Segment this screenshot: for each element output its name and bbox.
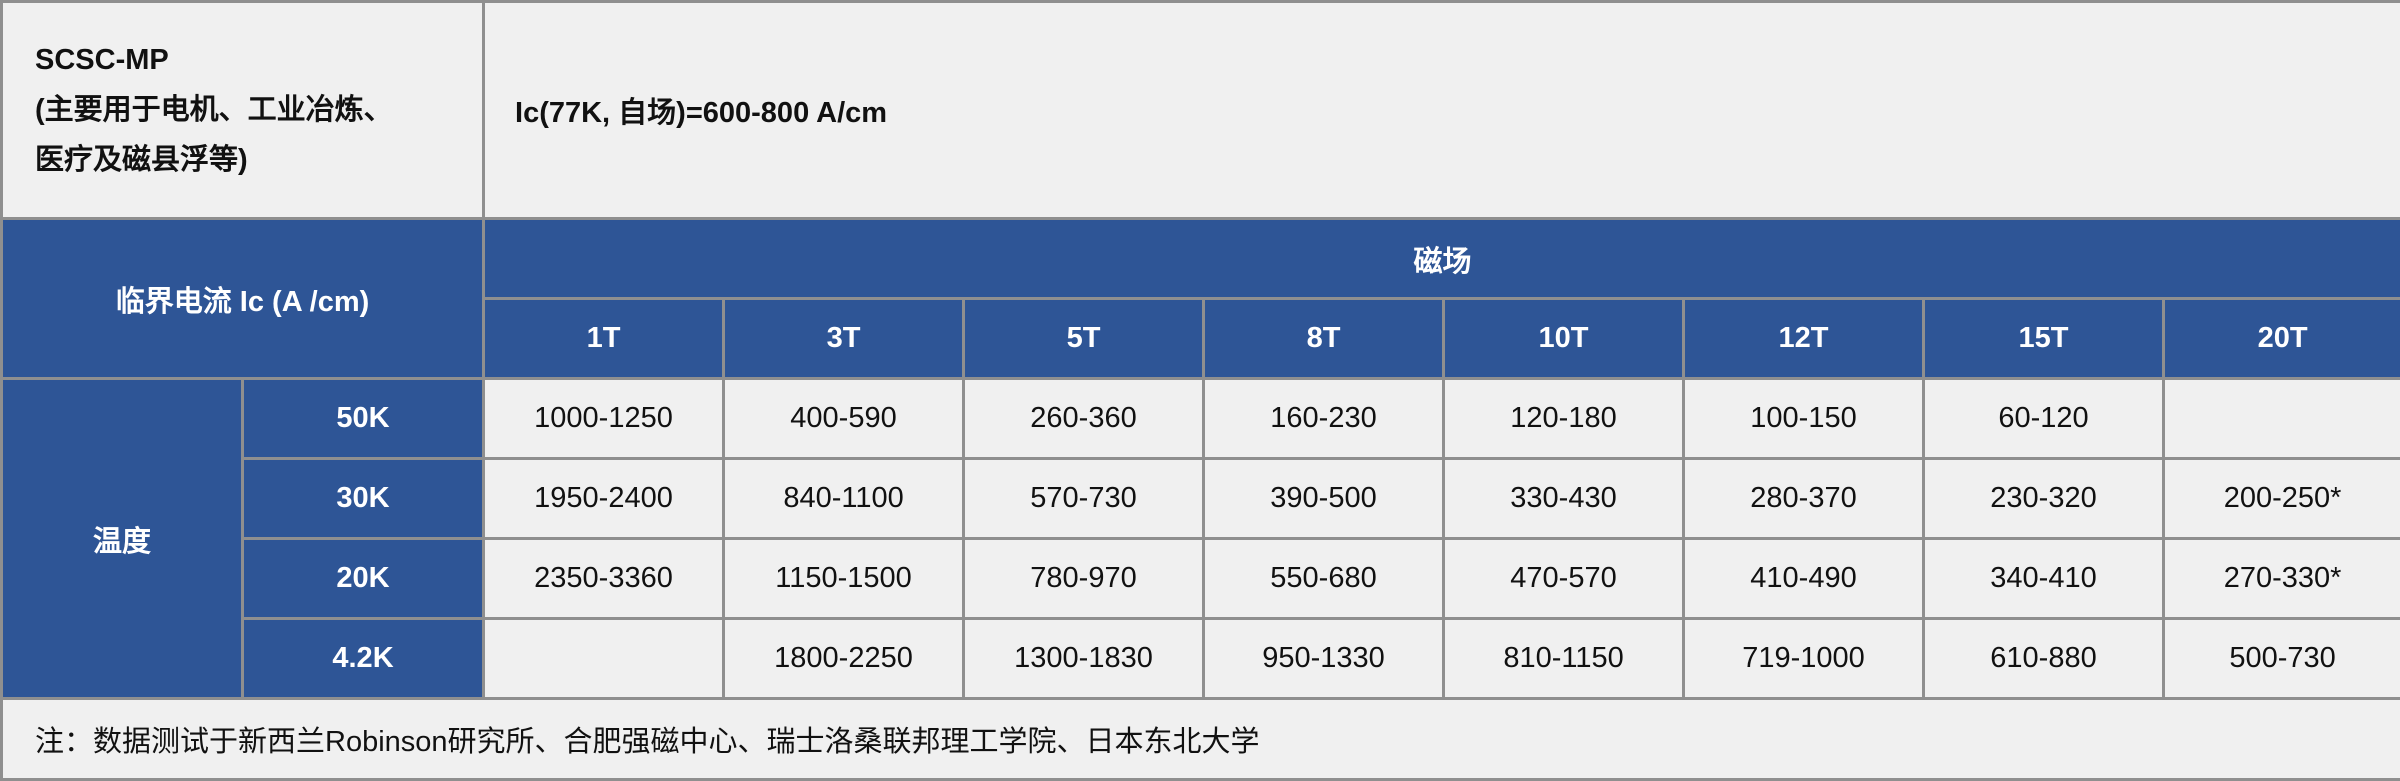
ic-value-cell: 500-730 (2164, 619, 2400, 699)
ic-value-cell: 330-430 (1444, 459, 1684, 539)
ic-value-cell: 470-570 (1444, 539, 1684, 619)
ic-value-cell: 60-120 (1924, 379, 2164, 459)
ic-value-cell: 270-330* (2164, 539, 2400, 619)
ic-value-cell: 610-880 (1924, 619, 2164, 699)
ic-value-cell (2164, 379, 2400, 459)
ic-value-cell: 200-250* (2164, 459, 2400, 539)
product-cell: SCSC-MP (主要用于电机、工业冶炼、 医疗及磁县浮等) (2, 2, 484, 219)
ic-value-cell: 570-730 (964, 459, 1204, 539)
product-usage-line1: (主要用于电机、工业冶炼、 (35, 85, 482, 135)
field-header-1T: 1T (484, 299, 724, 379)
footnote: 注：数据测试于新西兰Robinson研究所、合肥强磁中心、瑞士洛桑联邦理工学院、… (2, 699, 2400, 780)
ic-value-cell: 120-180 (1444, 379, 1684, 459)
field-header: 磁场 (484, 219, 2400, 299)
field-header-15T: 15T (1924, 299, 2164, 379)
ic-value-cell: 230-320 (1924, 459, 2164, 539)
temperature-4.2K: 4.2K (243, 619, 484, 699)
field-header-10T: 10T (1444, 299, 1684, 379)
ic-value-cell (484, 619, 724, 699)
ic-value-cell: 390-500 (1204, 459, 1444, 539)
product-name: SCSC-MP (35, 35, 482, 85)
critical-current-header: 临界电流 Ic (A /cm) (2, 219, 484, 379)
ic-value-cell: 1000-1250 (484, 379, 724, 459)
ic-value-cell: 280-370 (1684, 459, 1924, 539)
ic-value-cell: 550-680 (1204, 539, 1444, 619)
product-spec: Ic(77K, 自场)=600-800 A/cm (484, 2, 2400, 219)
ic-value-cell: 400-590 (724, 379, 964, 459)
ic-value-cell: 2350-3360 (484, 539, 724, 619)
field-header-8T: 8T (1204, 299, 1444, 379)
ic-value-cell: 1800-2250 (724, 619, 964, 699)
ic-value-cell: 1150-1500 (724, 539, 964, 619)
product-usage-line2: 医疗及磁县浮等) (35, 135, 482, 185)
ic-value-cell: 100-150 (1684, 379, 1924, 459)
ic-value-cell: 410-490 (1684, 539, 1924, 619)
temperature-20K: 20K (243, 539, 484, 619)
field-header-5T: 5T (964, 299, 1204, 379)
field-header-20T: 20T (2164, 299, 2400, 379)
ic-value-cell: 780-970 (964, 539, 1204, 619)
ic-value-cell: 840-1100 (724, 459, 964, 539)
ic-value-cell: 810-1150 (1444, 619, 1684, 699)
ic-value-cell: 1950-2400 (484, 459, 724, 539)
ic-value-cell: 340-410 (1924, 539, 2164, 619)
ic-value-cell: 950-1330 (1204, 619, 1444, 699)
ic-value-cell: 719-1000 (1684, 619, 1924, 699)
temperature-50K: 50K (243, 379, 484, 459)
temperature-30K: 30K (243, 459, 484, 539)
ic-value-cell: 260-360 (964, 379, 1204, 459)
field-header-12T: 12T (1684, 299, 1924, 379)
field-header-3T: 3T (724, 299, 964, 379)
ic-value-cell: 1300-1830 (964, 619, 1204, 699)
ic-value-cell: 160-230 (1204, 379, 1444, 459)
temperature-label: 温度 (2, 379, 243, 699)
